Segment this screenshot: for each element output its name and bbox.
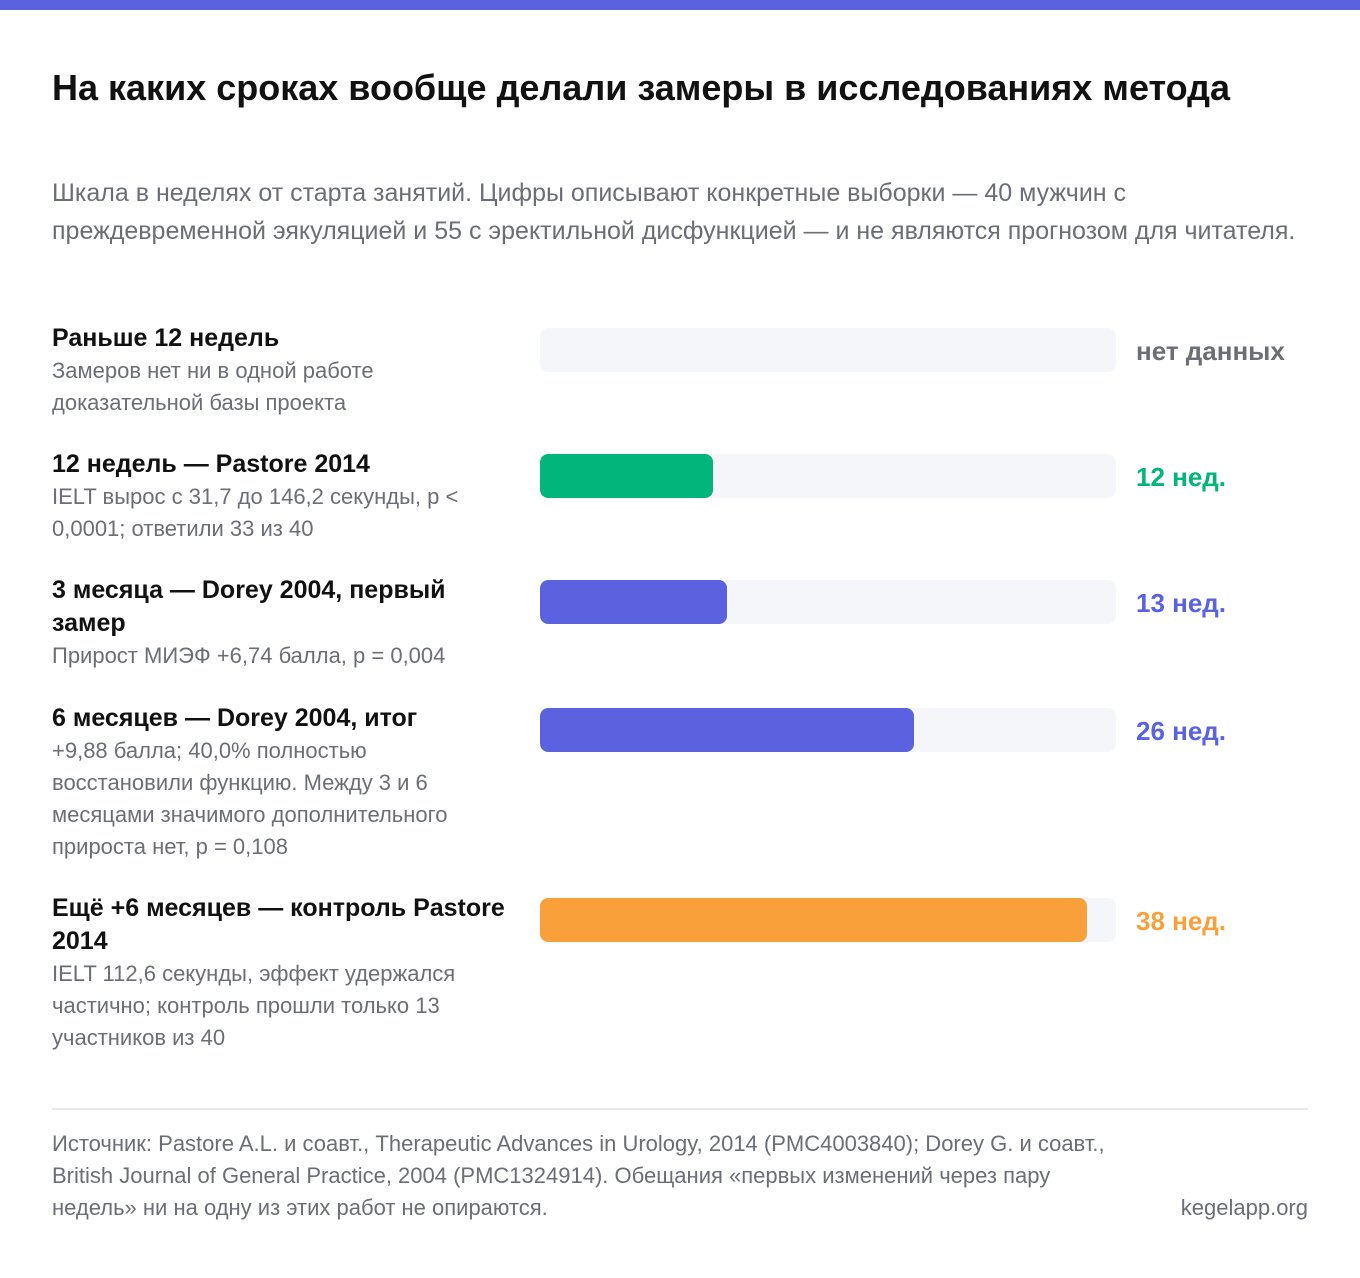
chart-subtitle: Шкала в неделях от старта занятий. Цифры… [52, 179, 1296, 245]
category-description: +9,88 балла; 40,0% полностью восстановил… [52, 738, 448, 859]
data-label: 13 нед. [1136, 588, 1227, 618]
bar-label-block: 6 месяцев — Dorey 2004, итог +9,88 балла;… [52, 702, 512, 863]
bar-label-block: 3 месяца — Dorey 2004, первый замер Приро… [52, 574, 512, 672]
bar-row: Раньше 12 недель Замеров нет ни в одной р… [52, 322, 1308, 419]
bar-label-block: Ещё +6 месяцев — контроль Pastore 2014 IE… [52, 892, 512, 1054]
footer-divider [52, 1108, 1308, 1110]
bar-track [540, 580, 1116, 624]
site-link[interactable]: kegelapp.org [1180, 1195, 1308, 1220]
category-description: Замеров нет ни в одной работе доказатель… [52, 358, 374, 415]
bar-row: Ещё +6 месяцев — контроль Pastore 2014 IE… [52, 892, 1308, 1054]
data-label: 26 нед. [1136, 716, 1227, 746]
top-accent-bar [0, 0, 1360, 10]
category-description: Прирост МИЭФ +6,74 балла, p = 0,004 [52, 643, 446, 668]
data-label: 38 нед. [1136, 906, 1227, 936]
bar-row: 3 месяца — Dorey 2004, первый замер Приро… [52, 574, 1308, 672]
chart-title: На каких сроках вообще делали замеры в и… [52, 67, 1231, 108]
category-label: Раньше 12 недель [52, 324, 280, 352]
category-label: Ещё +6 месяцев — контроль Pastore 2014 [52, 894, 505, 955]
bar [540, 580, 727, 624]
category-label: 12 недель — Pastore 2014 [52, 450, 370, 478]
data-label: 12 нед. [1136, 462, 1227, 492]
bar-track [540, 328, 1116, 372]
category-label: 6 месяцев — Dorey 2004, итог [52, 704, 418, 732]
bar-row: 12 недель — Pastore 2014 IELT вырос с 31,… [52, 448, 1308, 545]
bar-track [540, 454, 1116, 498]
bar-track [540, 708, 1116, 752]
bar [540, 708, 914, 752]
bar [540, 898, 1087, 942]
bar-label-block: 12 недель — Pastore 2014 IELT вырос с 31,… [52, 448, 512, 545]
bar-label-block: Раньше 12 недель Замеров нет ни в одной р… [52, 322, 512, 419]
data-label: нет данных [1136, 336, 1285, 366]
bar [540, 454, 713, 498]
bar-track [540, 898, 1116, 942]
source-note: Источник: Pastore A.L. и соавт., Therape… [52, 1131, 1105, 1220]
bar-row: 6 месяцев — Dorey 2004, итог +9,88 балла;… [52, 702, 1308, 863]
category-description: IELT 112,6 секунды, эффект удержался час… [52, 961, 456, 1050]
category-label: 3 месяца — Dorey 2004, первый замер [52, 576, 446, 637]
category-description: IELT вырос с 31,7 до 146,2 секунды, p < … [52, 484, 459, 541]
